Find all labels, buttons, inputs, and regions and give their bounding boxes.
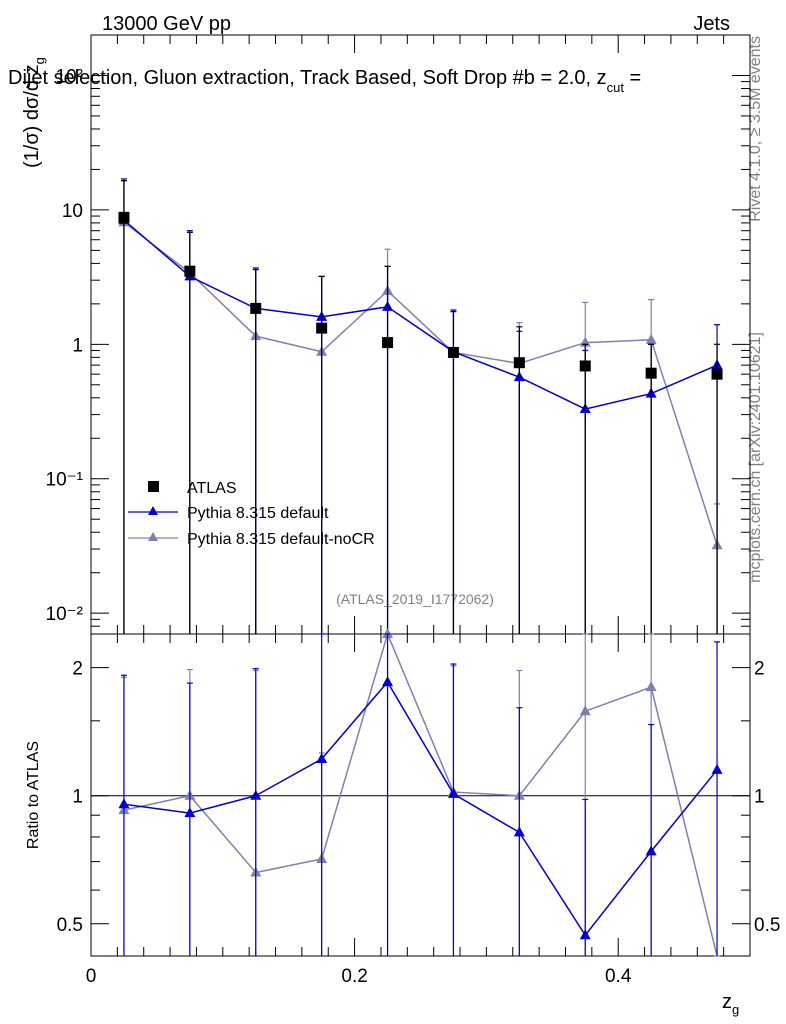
data-point: [579, 360, 591, 372]
legend: ATLAS Pythia 8.315 default Pythia 8.315 …: [128, 480, 375, 548]
ratio-ytick-label-right: 1: [754, 787, 765, 808]
ratio-point: [645, 845, 657, 856]
header-left: 13000 GeV pp: [102, 13, 231, 35]
xlabel-sub: g: [732, 1002, 739, 1017]
ratio-ytick-label: 0.5: [57, 915, 83, 936]
ratio-point: [513, 826, 525, 837]
data-point: [711, 368, 723, 380]
ratio-series-nocr: [118, 628, 721, 957]
ratio-ylabel: Ratio to ATLAS: [25, 741, 42, 849]
side-label-top: Rivet 4.1.0, ≥ 3.5M events: [747, 36, 764, 222]
series-atlas: [118, 180, 723, 634]
data-point: [382, 337, 394, 349]
legend-label-default: Pythia 8.315 default: [187, 505, 329, 522]
main-ytick-label: 10: [62, 201, 83, 222]
ratio-ytick-label: 1: [72, 787, 83, 808]
ratio-point: [579, 705, 591, 716]
legend-label-atlas: ATLAS: [187, 480, 237, 497]
title-main: Dijet selection, Gluon extraction, Track…: [8, 67, 607, 89]
series-line: [123, 219, 718, 410]
title-tail: =: [624, 67, 641, 89]
svg-text:Dijet selection, Gluon extract: Dijet selection, Gluon extraction, Track…: [8, 67, 641, 95]
main-ylabel-sub: g: [32, 57, 47, 64]
legend-label-nocr: Pythia 8.315 default-noCR: [187, 531, 375, 548]
ratio-point: [645, 681, 657, 692]
ratio-series-default: [118, 633, 723, 956]
data-point: [645, 333, 657, 344]
legend-marker-nocr: [148, 532, 158, 541]
svg-text:(1/σ) dσ/d zg: (1/σ) dσ/d zg: [21, 57, 47, 168]
series-nocr: [118, 180, 723, 634]
xlabel-text: z: [722, 991, 732, 1013]
data-point: [184, 265, 196, 277]
ratio-series-line: [123, 631, 718, 957]
ratio-panel: 0 0.2 0.4 0.5 0.5 1 1 2 2: [57, 628, 780, 987]
data-point: [645, 367, 657, 379]
ratio-xtick-label: 0: [86, 966, 97, 987]
ratio-point: [184, 807, 196, 818]
main-ylabel: (1/σ) dσ/d zg: [21, 57, 47, 168]
ratio-series-line: [123, 680, 718, 937]
legend-marker-default: [148, 506, 158, 515]
ratio-point: [579, 929, 591, 940]
data-point: [447, 346, 459, 358]
legend-marker-atlas: [148, 481, 159, 492]
ratio-xtick-label: 0.2: [341, 966, 367, 987]
plot-title: Dijet selection, Gluon extraction, Track…: [8, 67, 641, 95]
ratio-point: [118, 798, 130, 809]
main-ytick-label: 10²: [56, 66, 83, 87]
svg-text:zg: zg: [722, 991, 739, 1017]
main-panel: 10⁻² 10⁻¹ 1 10 10²: [46, 34, 751, 635]
main-ylabel-text: (1/σ) dσ/d z: [21, 64, 43, 168]
series-default: [118, 178, 723, 634]
ratio-point: [316, 752, 328, 763]
ratio-point: [447, 787, 459, 798]
ratio-point: [382, 676, 394, 687]
ratio-point: [250, 789, 262, 800]
title-sub: cut: [607, 80, 625, 95]
series-line: [123, 221, 718, 546]
ratio-point: [382, 628, 394, 638]
data-point: [513, 357, 525, 369]
data-point: [118, 211, 130, 223]
main-ytick-label: 10⁻¹: [46, 470, 84, 491]
ratio-ytick-label-right: 2: [754, 659, 765, 680]
data-point: [250, 302, 262, 314]
ratio-ytick-label: 2: [72, 659, 83, 680]
ratio-xtick-label: 0.4: [605, 966, 632, 987]
ratio-xlabel: zg: [722, 991, 739, 1017]
ratio-frame: [90, 633, 751, 957]
ratio-ytick-label-right: 0.5: [754, 915, 780, 936]
header-right: Jets: [693, 13, 730, 35]
analysis-watermark: (ATLAS_2019_I1772062): [336, 591, 494, 607]
main-ytick-label: 1: [72, 335, 83, 356]
ratio-point: [711, 763, 723, 774]
main-ytick-label: 10⁻²: [46, 604, 84, 625]
side-label-bottom: mcplots.cern.ch [arXiv:2401.10621]: [747, 332, 764, 583]
data-point: [316, 322, 328, 334]
